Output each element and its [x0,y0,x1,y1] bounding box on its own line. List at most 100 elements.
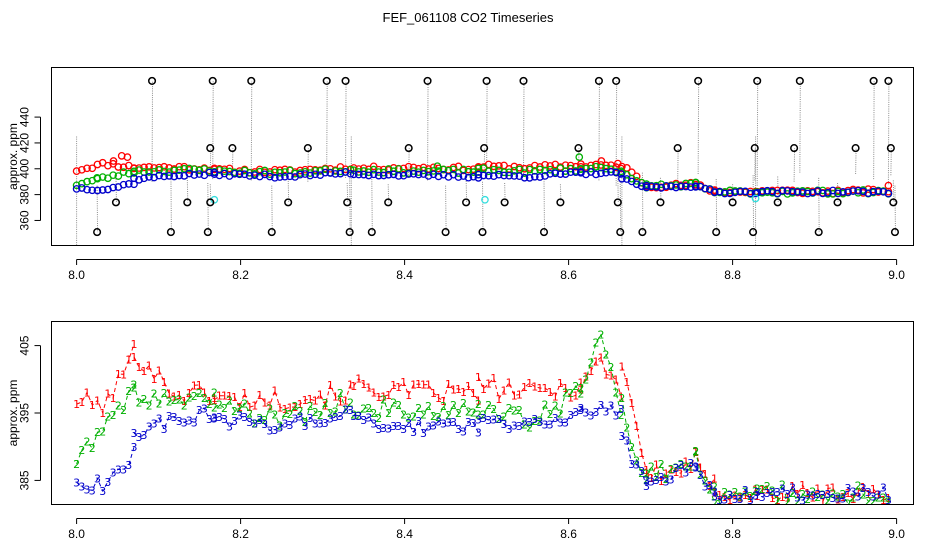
bottom-series-1-marker: 1 [618,360,625,373]
bottom-series-1-marker: 1 [292,401,299,414]
top-series-black-point [519,76,528,85]
bottom-series-2-marker: 2 [572,380,579,393]
bottom-series-3-marker: 3 [711,490,718,503]
bottom-series-3-marker: 3 [465,416,472,429]
bottom-series-3-marker: 3 [355,410,362,423]
bottom-series-3-marker: 3 [191,416,198,429]
top-series-3-point [793,188,802,196]
bottom-series-1-marker: 1 [405,389,412,402]
bottom-series-2-marker: 2 [880,492,887,505]
bottom-series-3-marker: 3 [526,416,533,429]
bottom-series-3-marker: 3 [623,435,630,448]
top-drop-line [754,148,756,181]
bottom-series-3-marker: 3 [809,490,816,503]
bottom-series-1-marker: 1 [814,482,821,495]
bottom-series-2-marker: 2 [271,409,278,422]
bottom-series-2-marker: 2 [297,405,304,418]
top-series-3-point [763,186,772,195]
bottom-series-3-marker: 3 [784,488,791,501]
bottom-series-1-marker: 1 [365,381,372,394]
bottom-series-1-marker: 1 [687,463,694,476]
top-series-1-point [354,165,363,173]
top-drop-line [371,179,373,233]
bottom-series-3-marker: 3 [337,410,344,423]
top-series-3-point [874,187,883,196]
bottom-series-1-marker: 1 [430,387,437,400]
top-series-black-point [851,144,860,153]
bottom-series-1-marker: 1 [592,355,599,368]
bottom-series-3-line [76,446,135,493]
bottom-series-1-marker: 1 [94,394,101,407]
bottom-series-3-marker: 3 [834,492,841,505]
bottom-series-1-marker: 1 [156,365,163,378]
bottom-series-1-line [621,366,647,471]
bottom-series-2-marker: 2 [769,485,776,498]
bottom-series-2-line [580,333,622,416]
top-series-3-point [556,170,565,178]
bottom-plot-area: 1111111111111111111111111111111111111111… [73,329,892,509]
top-series-3-point [510,172,519,180]
top-series-3-point [834,189,842,198]
bottom-series-2-marker: 2 [506,402,513,415]
top-series-cyan-point [751,194,760,203]
bottom-series-3-marker: 3 [120,463,127,476]
top-series-3-point [364,171,373,180]
bottom-series-2-marker: 2 [73,458,80,471]
top-series-3-point [783,187,792,195]
bottom-series-2-marker: 2 [120,404,127,417]
bottom-series-3-marker: 3 [829,492,836,505]
bottom-series-3-marker: 3 [613,409,620,422]
bottom-series-3-marker: 3 [89,484,96,497]
bottom-series-2-marker: 2 [784,495,791,508]
bot-x-tick-label: 9.0 [888,527,905,540]
top-drop-line [677,148,679,183]
bottom-series-1-marker: 1 [597,351,604,364]
bottom-series-3-marker: 3 [531,413,538,426]
bottom-series-1-marker: 1 [794,488,801,501]
bottom-series-2-marker: 2 [875,491,882,504]
top-series-3-point [409,169,418,178]
top-drop-line [186,177,189,203]
bottom-series-3-marker: 3 [450,416,457,429]
bottom-series-3-marker: 3 [390,420,397,433]
top-series-3-point [682,182,690,191]
bottom-series-1-marker: 1 [256,389,263,402]
bottom-series-2-marker: 2 [455,407,462,420]
top-series-3-point [434,172,443,181]
top-series-3-point [505,171,513,180]
bottom-series-2-marker: 2 [286,408,293,421]
bottom-panel: 1111111111111111111111111111111111111111… [6,321,914,540]
bottom-series-1-marker: 1 [370,387,377,400]
bottom-series-2-marker: 2 [110,409,117,422]
bottom-series-1-marker: 1 [562,382,569,395]
top-series-black-point [795,76,804,85]
bottom-series-1-marker: 1 [809,492,816,505]
bottom-series-3-marker: 3 [687,457,694,470]
bottom-series-3-line [756,486,889,502]
bottom-series-3-marker: 3 [141,429,148,442]
bottom-series-2-marker: 2 [292,400,299,413]
top-series-black-point [638,228,647,237]
bottom-series-2-marker: 2 [663,473,670,486]
bottom-series-2-marker: 2 [885,496,892,509]
top-series-black-point [574,144,583,153]
top-series-black-point [656,198,665,207]
bottom-series-1-marker: 1 [206,395,213,408]
bottom-series-1-marker: 1 [360,378,367,391]
bottom-series-2-marker: 2 [196,387,203,400]
top-series-3-point [459,172,468,180]
bottom-series-1-marker: 1 [804,487,811,500]
bottom-series-1-line [76,344,135,415]
bottom-series-3-marker: 3 [196,404,203,417]
bottom-series-2-line [133,384,215,407]
bottom-series-2-marker: 2 [673,462,680,475]
top-series-black-point [613,198,622,207]
bottom-series-3-marker: 3 [136,431,143,444]
top-series-3-point [240,170,249,179]
bottom-series-1-marker: 1 [726,494,733,507]
bottom-series-2-line [478,385,582,429]
top-x-tick-label: 8.6 [560,268,577,282]
bottom-series-1-marker: 1 [151,373,158,386]
top-series-3-point [140,174,148,183]
top-series-black-point [594,76,603,85]
